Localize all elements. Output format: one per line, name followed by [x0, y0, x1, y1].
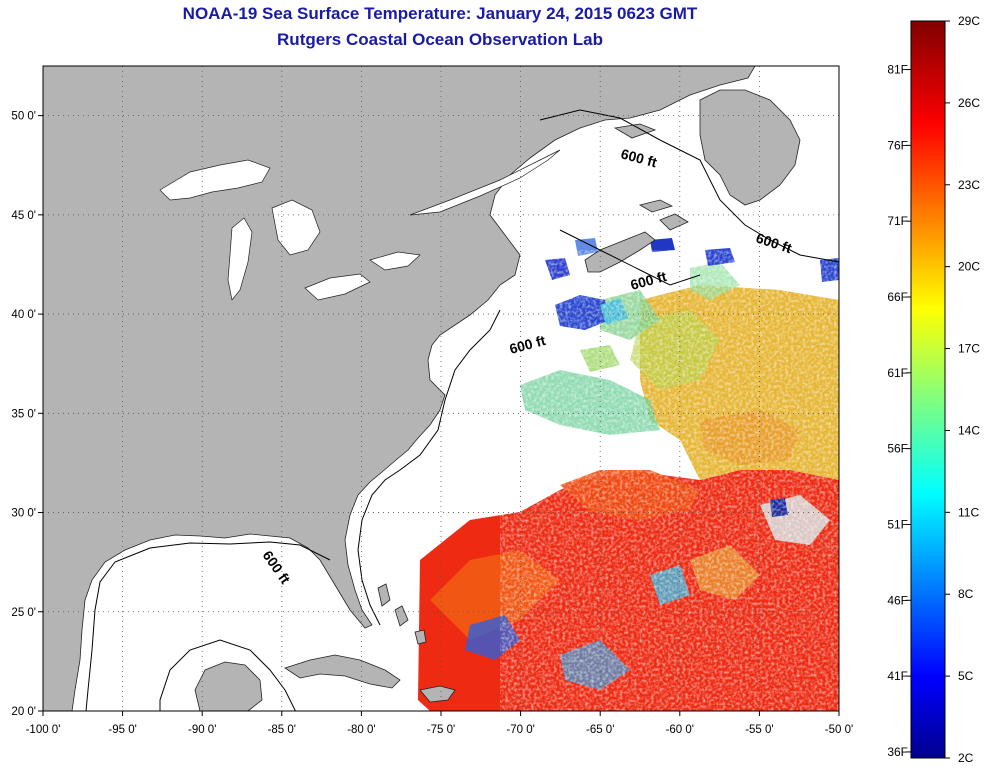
colorbar-f-label: 51F [887, 517, 908, 531]
x-tick-label: -80 0' [347, 724, 375, 736]
colorbar-c-label: 20C [958, 260, 980, 274]
colorbar-f-label: 36F [887, 745, 908, 759]
colorbar-c-label: 11C [958, 505, 979, 519]
colorbar-f-label: 46F [887, 593, 908, 607]
colorbar-c-label: 8C [958, 587, 974, 601]
colorbar-c-label: 29C [958, 14, 980, 28]
land-layer [43, 66, 801, 711]
y-tick-label: 40 0' [11, 309, 36, 321]
x-tick-label: -85 0' [268, 724, 296, 736]
map-title: NOAA-19 Sea Surface Temperature: January… [182, 4, 698, 23]
colorbar-f-label: 81F [887, 63, 908, 77]
y-tick-label: 25 0' [11, 607, 36, 619]
x-tick-label: -60 0' [666, 724, 694, 736]
x-tick-label: -55 0' [745, 724, 773, 736]
colorbar-c-label: 5C [958, 669, 974, 683]
y-tick-label: 20 0' [11, 706, 36, 718]
colorbar-f-label: 61F [887, 366, 908, 380]
x-tick-label: -50 0' [825, 724, 853, 736]
map-subtitle: Rutgers Coastal Ocean Observation Lab [277, 30, 603, 49]
colorbar [910, 20, 946, 759]
colorbar-c-label: 17C [958, 342, 980, 356]
y-axis: 20 0' 25 0' 30 0' 35 0' 40 0' 45 0' 50 0' [11, 111, 43, 718]
x-tick-label: -95 0' [108, 724, 136, 736]
y-tick-label: 50 0' [11, 111, 36, 123]
colorbar-f-label: 56F [887, 442, 908, 456]
x-tick-label: -65 0' [586, 724, 614, 736]
x-tick-label: -100 0' [26, 724, 61, 736]
y-tick-label: 30 0' [11, 508, 36, 520]
x-tick-label: -90 0' [188, 724, 216, 736]
sst-data-layer [418, 238, 839, 711]
x-axis: -100 0' -95 0' -90 0' -85 0' -80 0' -75 0' -70… [26, 711, 853, 736]
colorbar-f-label: 66F [887, 290, 908, 304]
colorbar-f-label: 76F [887, 138, 908, 152]
x-tick-label: -75 0' [427, 724, 455, 736]
colorbar-c-label: 26C [958, 96, 980, 110]
colorbar-c-label: 14C [958, 423, 980, 437]
great-lakes [159, 149, 561, 301]
colorbar-c-label: 23C [958, 178, 980, 192]
y-tick-label: 35 0' [11, 408, 36, 420]
x-tick-label: -70 0' [506, 724, 534, 736]
y-tick-label: 45 0' [11, 210, 36, 222]
colorbar-f-label: 41F [887, 669, 908, 683]
colorbar-ticks: 2C 5C 8C 11C 14C 17C 20C 23C 26C 29C 36F 41F 46F 51F 5… [887, 14, 980, 765]
colorbar-c-label: 2C [958, 751, 974, 765]
colorbar-f-label: 71F [887, 214, 908, 228]
